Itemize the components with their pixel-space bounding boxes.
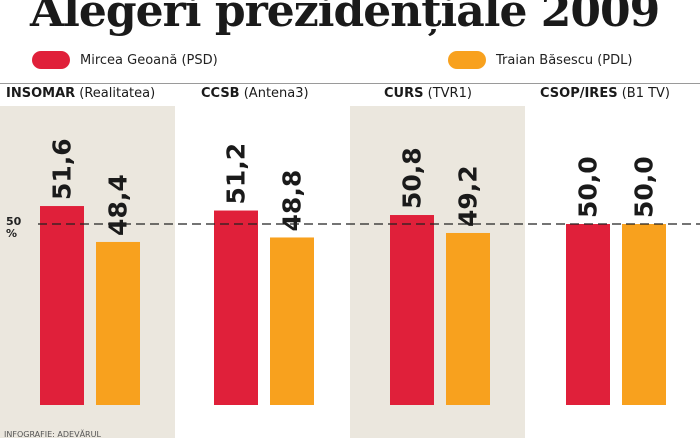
poll-label-ccsb: CCSB (Antena3)	[201, 86, 309, 101]
poll-label-curs: CURS (TVR1)	[384, 86, 472, 101]
legend-item-pdl: Traian Băsescu (PDL)	[448, 49, 632, 71]
bar-pdl-3	[622, 224, 666, 405]
poll-label-csop: CSOP/IRES (B1 TV)	[540, 86, 670, 101]
bar-psd-1	[214, 210, 258, 405]
panel-background-insomar	[0, 106, 175, 438]
data-label-pdl-1: 48,8	[278, 170, 307, 232]
chart-title: Alegeri prezidențiale 2009	[30, 0, 660, 37]
reference-unit: %	[6, 227, 18, 240]
legend-label-psd: Mircea Geoană (PSD)	[80, 52, 218, 68]
data-label-psd-3: 50,0	[574, 156, 603, 218]
data-label-psd-1: 51,2	[222, 143, 251, 205]
poll-source: (Antena3)	[243, 86, 309, 101]
data-label-psd-2: 50,8	[398, 147, 427, 209]
panel-background-curs	[350, 106, 525, 438]
bar-psd-2	[390, 215, 434, 405]
data-label-pdl-2: 49,2	[454, 165, 483, 227]
legend-swatch-pdl	[448, 51, 486, 69]
poll-source: (Realitatea)	[79, 86, 156, 101]
legend-swatch-psd	[32, 51, 70, 69]
legend-item-psd: Mircea Geoană (PSD)	[32, 49, 218, 71]
data-label-psd-0: 51,6	[48, 138, 77, 200]
legend-divider	[0, 83, 700, 84]
bar-psd-3	[566, 224, 610, 405]
reference-line-label: 50%	[6, 216, 21, 240]
bar-pdl-2	[446, 232, 490, 405]
poll-name: INSOMAR	[6, 86, 76, 101]
poll-name: CURS	[384, 86, 424, 101]
poll-source: (B1 TV)	[621, 86, 671, 101]
bar-pdl-1	[270, 237, 314, 405]
legend-label-pdl: Traian Băsescu (PDL)	[496, 52, 633, 68]
data-label-pdl-0: 48,4	[104, 174, 133, 236]
poll-source: (TVR1)	[427, 86, 472, 101]
reference-value: 50	[6, 215, 22, 228]
credit-line: INFOGRAFIE: ADEVĂRUL	[4, 430, 101, 439]
data-label-pdl-3: 50,0	[630, 156, 659, 218]
poll-name: CSOP/IRES	[540, 86, 618, 101]
poll-label-insomar: INSOMAR (Realitatea)	[6, 86, 155, 101]
poll-name: CCSB	[201, 86, 240, 101]
bar-psd-0	[40, 206, 84, 405]
bar-pdl-0	[96, 241, 140, 405]
